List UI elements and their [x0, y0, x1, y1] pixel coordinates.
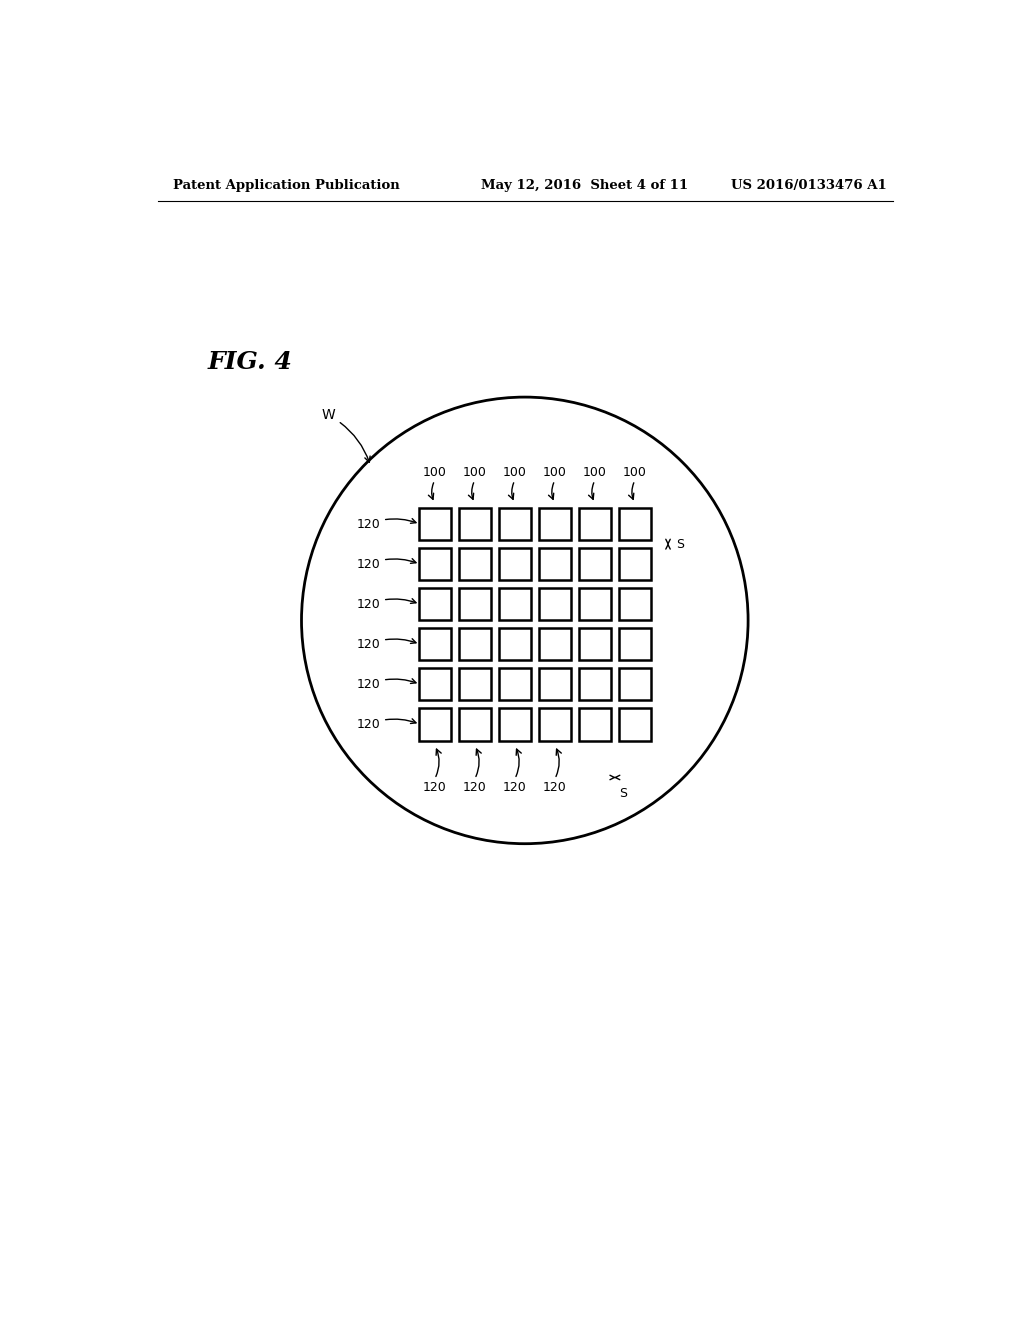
Bar: [499, 628, 531, 660]
Bar: [419, 708, 451, 741]
Text: 120: 120: [356, 517, 416, 531]
Bar: [419, 508, 451, 540]
Bar: [539, 508, 571, 540]
Text: 120: 120: [356, 638, 416, 651]
Text: Patent Application Publication: Patent Application Publication: [173, 178, 399, 191]
Bar: [459, 589, 490, 620]
Bar: [459, 628, 490, 660]
Bar: [618, 668, 651, 701]
Bar: [579, 668, 611, 701]
Text: 120: 120: [356, 557, 416, 570]
Bar: [579, 708, 611, 741]
Text: 100: 100: [463, 466, 486, 479]
Bar: [579, 548, 611, 581]
Bar: [499, 548, 531, 581]
Bar: [539, 589, 571, 620]
Text: W: W: [322, 408, 370, 462]
Text: 120: 120: [356, 677, 416, 690]
Bar: [539, 708, 571, 741]
Bar: [419, 668, 451, 701]
Bar: [419, 589, 451, 620]
Text: May 12, 2016  Sheet 4 of 11: May 12, 2016 Sheet 4 of 11: [481, 178, 688, 191]
Text: 100: 100: [423, 466, 446, 479]
Bar: [499, 708, 531, 741]
Bar: [618, 708, 651, 741]
Text: S: S: [676, 537, 684, 550]
Bar: [579, 508, 611, 540]
Bar: [419, 628, 451, 660]
Bar: [579, 589, 611, 620]
Text: S: S: [618, 787, 627, 800]
Text: 120: 120: [463, 780, 486, 793]
Bar: [618, 628, 651, 660]
Bar: [419, 548, 451, 581]
Bar: [539, 628, 571, 660]
Bar: [459, 668, 490, 701]
Bar: [539, 668, 571, 701]
Bar: [579, 628, 611, 660]
Bar: [459, 708, 490, 741]
Text: 100: 100: [503, 466, 526, 479]
Text: 120: 120: [543, 780, 566, 793]
Bar: [618, 589, 651, 620]
Bar: [459, 508, 490, 540]
Bar: [499, 668, 531, 701]
Text: 120: 120: [423, 780, 446, 793]
Bar: [539, 548, 571, 581]
Text: 120: 120: [503, 780, 526, 793]
Text: 120: 120: [356, 718, 416, 731]
Text: 100: 100: [543, 466, 566, 479]
Text: 100: 100: [623, 466, 647, 479]
Bar: [459, 548, 490, 581]
Text: 100: 100: [583, 466, 607, 479]
Bar: [499, 508, 531, 540]
Text: FIG. 4: FIG. 4: [208, 350, 293, 375]
Bar: [499, 589, 531, 620]
Bar: [618, 548, 651, 581]
Text: 120: 120: [356, 598, 416, 611]
Bar: [618, 508, 651, 540]
Text: US 2016/0133476 A1: US 2016/0133476 A1: [731, 178, 887, 191]
